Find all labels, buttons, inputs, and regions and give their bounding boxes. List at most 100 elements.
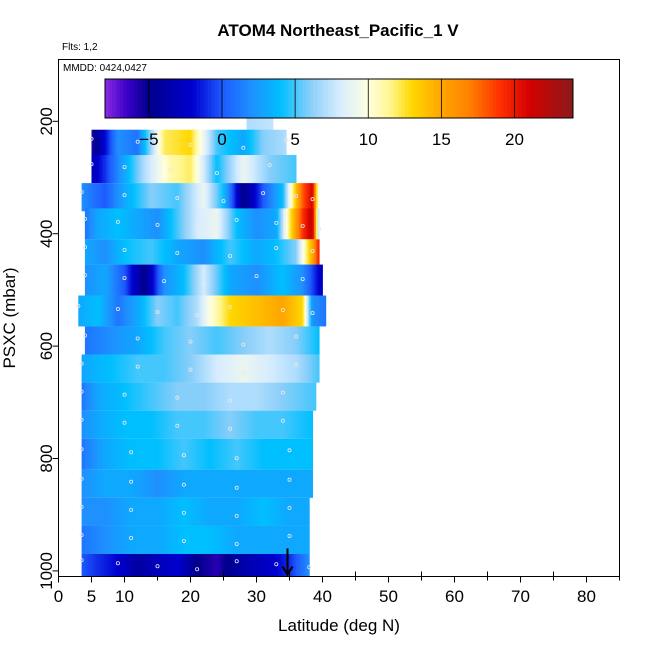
heat-cell <box>284 525 287 555</box>
heat-cell <box>131 497 134 526</box>
heat-cell <box>197 183 200 212</box>
heat-cell <box>177 129 180 158</box>
heat-cell <box>150 469 153 498</box>
heat-cell <box>258 469 261 498</box>
heat-cell <box>205 326 208 355</box>
heat-cell <box>81 525 84 555</box>
heat-cell <box>155 354 158 383</box>
heat-cell <box>145 438 148 470</box>
heat-cell <box>248 104 251 133</box>
heat-cell <box>117 129 120 158</box>
heat-cell <box>187 326 190 355</box>
heat-cell <box>185 326 188 355</box>
heat-cell <box>116 382 119 411</box>
heat-cell <box>162 295 165 327</box>
heat-cell <box>236 354 239 383</box>
heat-cell <box>81 354 84 383</box>
heat-cell <box>180 155 183 184</box>
heat-cell <box>154 295 157 327</box>
heat-cell <box>291 438 294 470</box>
heat-cell <box>240 410 243 439</box>
heat-cell <box>291 554 294 577</box>
heat-cell <box>240 469 243 498</box>
heat-cell <box>281 382 284 411</box>
heat-cell <box>292 382 295 411</box>
heat-cell <box>264 469 267 498</box>
heat-cell <box>192 295 195 327</box>
heat-cell <box>249 554 252 577</box>
heat-cell <box>221 239 224 265</box>
colorbar-segment <box>317 79 322 118</box>
heat-cell <box>103 264 106 296</box>
heat-cell <box>145 129 148 158</box>
heat-cell <box>254 469 257 498</box>
heat-cell <box>277 155 280 184</box>
heat-cell <box>94 497 97 526</box>
heat-cell <box>129 208 132 240</box>
heat-cell <box>149 525 152 555</box>
heat-cell <box>139 295 142 327</box>
heat-cell <box>149 354 152 383</box>
heat-cell <box>241 382 244 411</box>
x-tick-label: 20 <box>181 587 200 606</box>
heat-cell <box>162 129 165 158</box>
colorbar-segment <box>280 79 285 118</box>
heat-cell <box>193 438 196 470</box>
heat-cell <box>223 554 226 577</box>
colorbar-segment <box>229 79 234 118</box>
heat-cell <box>167 326 170 355</box>
sample-point <box>79 532 84 537</box>
heat-cell <box>254 155 257 184</box>
heat-cell <box>104 382 107 411</box>
heat-cell <box>228 264 231 296</box>
heat-cell <box>226 438 229 470</box>
heat-cell <box>159 183 162 212</box>
heat-cell <box>169 410 172 439</box>
heat-cell <box>160 239 163 265</box>
heat-cell <box>279 129 282 158</box>
heat-cell <box>292 183 295 212</box>
heat-cell <box>235 129 238 158</box>
heat-cell <box>306 183 309 212</box>
heat-cell <box>211 239 214 265</box>
heat-cell <box>177 497 180 526</box>
heat-cell <box>109 326 112 355</box>
heat-cell <box>103 354 106 383</box>
heat-cell <box>137 129 140 158</box>
heat-cell <box>165 554 168 577</box>
heat-cell <box>279 326 282 355</box>
heat-cell <box>225 410 228 439</box>
heat-cell <box>315 354 318 383</box>
heat-cell <box>180 410 183 439</box>
heat-cell <box>88 295 91 327</box>
heat-cell <box>152 438 155 470</box>
heat-cell <box>108 497 111 526</box>
heat-cell <box>192 208 195 240</box>
heat-cell <box>205 354 208 383</box>
heat-cell <box>244 295 247 327</box>
heat-cell <box>114 183 117 212</box>
colorbar-tick-label: 5 <box>290 130 299 149</box>
heat-cell <box>253 410 256 439</box>
heat-cell <box>240 295 243 327</box>
heat-cell <box>263 326 266 355</box>
heat-cell <box>192 469 195 498</box>
heat-cell <box>216 469 219 498</box>
heat-cell <box>160 525 163 555</box>
heat-cell <box>165 438 168 470</box>
heat-cell <box>200 208 203 240</box>
heat-cell <box>203 354 206 383</box>
heat-cell <box>150 239 153 265</box>
heat-cell <box>119 438 122 470</box>
heat-cell <box>228 183 231 212</box>
heat-cell <box>149 208 152 240</box>
heat-cell <box>150 264 153 296</box>
heat-cell <box>297 410 300 439</box>
heat-cell <box>277 410 280 439</box>
heat-cell <box>238 554 241 577</box>
heat-cell <box>117 183 120 212</box>
colorbar-segment <box>342 79 347 118</box>
heat-cell <box>91 326 94 355</box>
heat-cell <box>200 326 203 355</box>
heat-cell <box>315 239 318 265</box>
